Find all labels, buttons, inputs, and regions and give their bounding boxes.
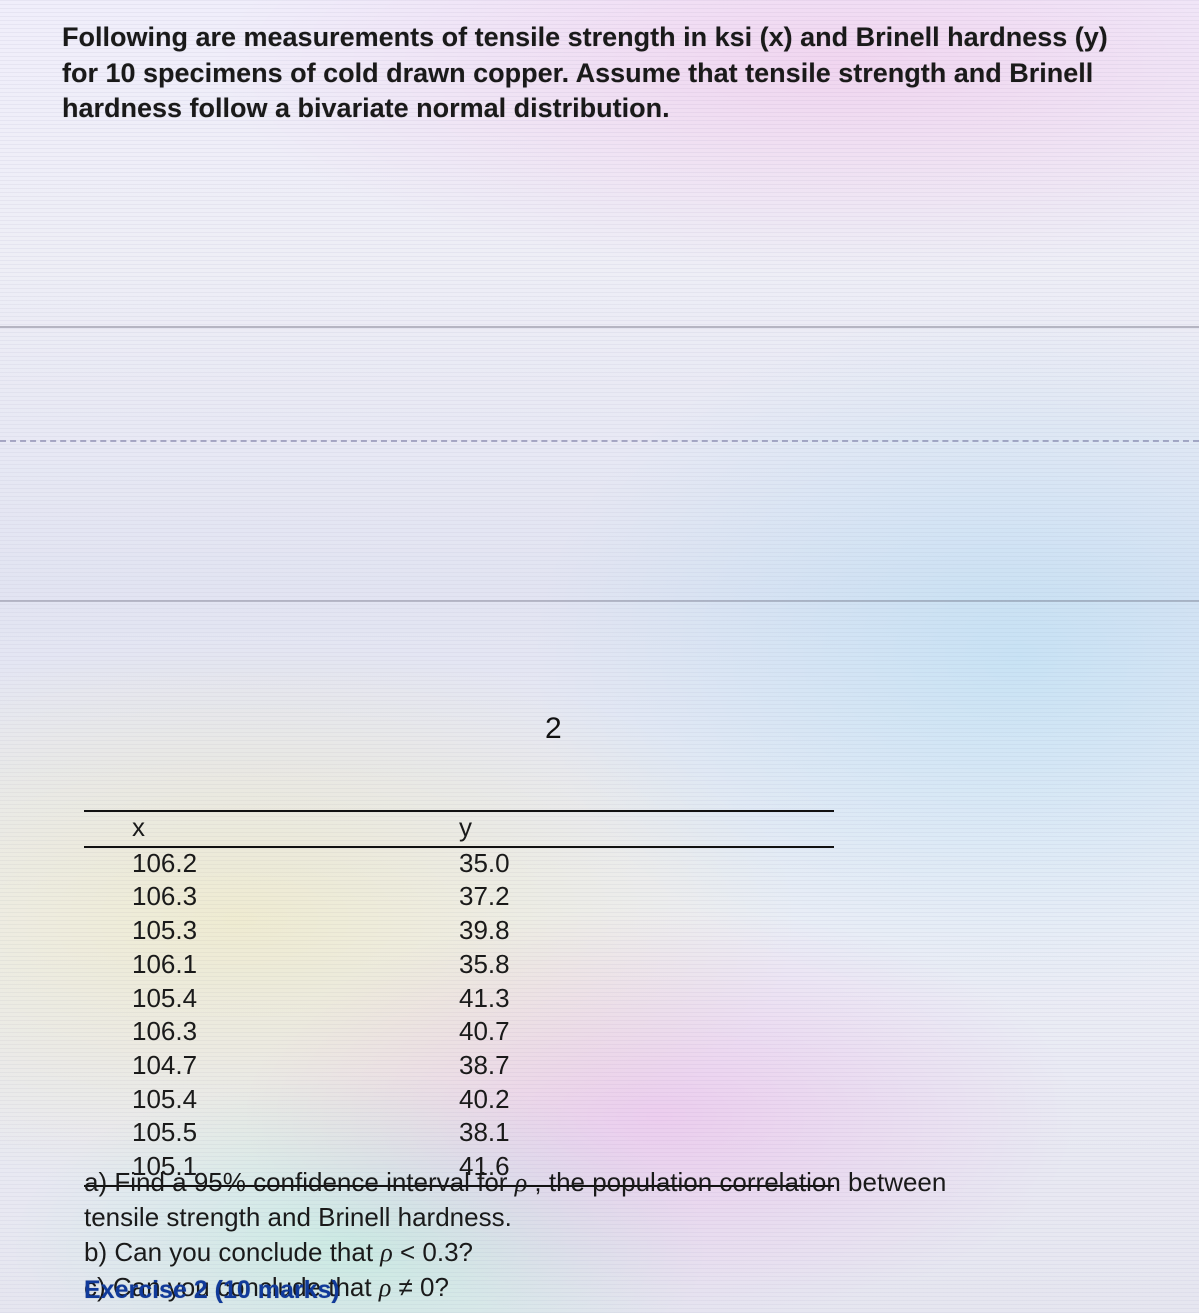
table-row: 106.135.8 [84, 949, 834, 983]
col-header-x: x [84, 811, 459, 847]
table-row: 105.440.2 [84, 1084, 834, 1118]
intro-line-2: for 10 specimens of cold drawn copper. A… [62, 58, 1093, 88]
cell-x: 105.3 [84, 915, 459, 949]
cell-x: 106.2 [84, 847, 459, 882]
intro-line-1: Following are measurements of tensile st… [62, 22, 1108, 52]
horizontal-dashed-separator [0, 440, 1199, 442]
cell-y: 37.2 [459, 881, 834, 915]
table-row: 104.738.7 [84, 1050, 834, 1084]
table-row: 105.538.1 [84, 1117, 834, 1151]
qa-text-post: , the population correlation between [527, 1167, 946, 1197]
cell-y: 35.0 [459, 847, 834, 882]
table-row: 106.337.2 [84, 881, 834, 915]
qb-text-pre: b) Can you conclude that [84, 1237, 380, 1267]
data-table-container: x y 106.235.0 106.337.2 105.339.8 106.13… [84, 810, 834, 1187]
rho-symbol: ρ [515, 1168, 527, 1197]
question-b: b) Can you conclude that ρ < 0.3? [84, 1235, 1124, 1270]
qa-line-2: tensile strength and Brinell hardness. [84, 1202, 512, 1232]
rho-symbol: ρ [379, 1273, 391, 1302]
qa-text-pre: a) Find a 95% confidence interval for [84, 1167, 515, 1197]
rho-symbol: ρ [380, 1238, 392, 1267]
page-number: 2 [545, 712, 562, 746]
cell-y: 40.7 [459, 1016, 834, 1050]
table-row: 105.441.3 [84, 983, 834, 1017]
cell-x: 106.1 [84, 949, 459, 983]
cell-x: 105.4 [84, 1084, 459, 1118]
data-table: x y 106.235.0 106.337.2 105.339.8 106.13… [84, 810, 834, 1187]
cell-y: 35.8 [459, 949, 834, 983]
cell-x: 104.7 [84, 1050, 459, 1084]
qc-text-post: ≠ 0? [391, 1272, 449, 1302]
cell-x: 105.5 [84, 1117, 459, 1151]
cell-y: 38.1 [459, 1117, 834, 1151]
horizontal-separator-2 [0, 600, 1199, 602]
col-header-y: y [459, 811, 834, 847]
cell-x: 106.3 [84, 1016, 459, 1050]
qb-text-post: < 0.3? [393, 1237, 473, 1267]
footer-fragment: Exercise 2 (10 marks) [84, 1276, 340, 1305]
problem-statement: Following are measurements of tensile st… [62, 20, 1122, 127]
cell-y: 38.7 [459, 1050, 834, 1084]
cell-y: 41.3 [459, 983, 834, 1017]
cell-y: 40.2 [459, 1084, 834, 1118]
intro-line-3: hardness follow a bivariate normal distr… [62, 93, 670, 123]
cell-y: 39.8 [459, 915, 834, 949]
question-a: a) Find a 95% confidence interval for ρ … [84, 1165, 1124, 1235]
cell-x: 105.4 [84, 983, 459, 1017]
table-header-row: x y [84, 811, 834, 847]
horizontal-separator-1 [0, 326, 1199, 328]
table-row: 105.339.8 [84, 915, 834, 949]
table-row: 106.235.0 [84, 847, 834, 882]
cell-x: 106.3 [84, 881, 459, 915]
table-row: 106.340.7 [84, 1016, 834, 1050]
